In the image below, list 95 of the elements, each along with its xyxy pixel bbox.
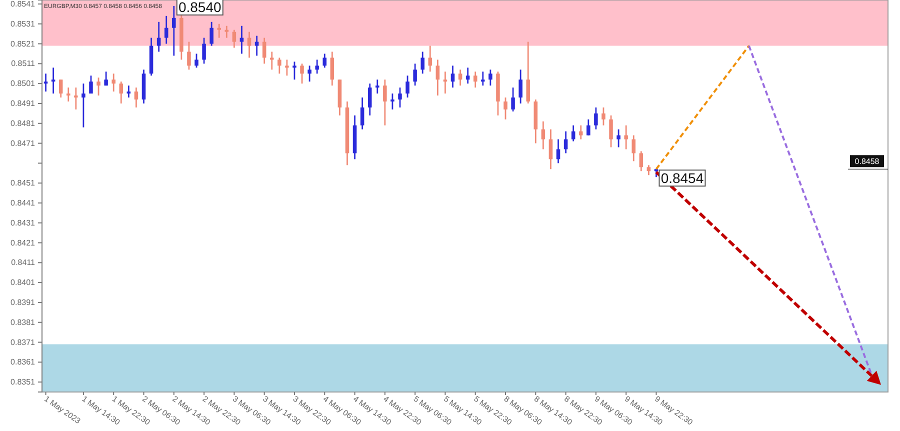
candlestick — [172, 5, 176, 56]
candlestick — [406, 74, 410, 98]
y-tick-label: 0.8391 — [10, 298, 36, 308]
y-tick-label: 0.8531 — [10, 19, 36, 28]
candlestick — [330, 51, 334, 86]
candlestick — [82, 82, 86, 128]
candlestick — [481, 70, 485, 86]
candlestick — [420, 51, 424, 74]
candlestick — [278, 57, 282, 74]
y-tick-label: 0.8351 — [10, 378, 36, 387]
x-tick-label: 1 May 2023 — [42, 394, 82, 426]
candlestick — [556, 138, 560, 164]
candlestick — [609, 114, 613, 148]
candlestick — [586, 118, 590, 136]
candlestick — [104, 70, 108, 86]
candlestick — [308, 64, 312, 82]
candlestick — [315, 58, 319, 74]
candlestick — [624, 124, 628, 150]
y-tick-label: 0.8421 — [10, 238, 36, 248]
candlestick — [217, 23, 221, 39]
candlestick — [518, 68, 522, 104]
y-tick-label: 0.8361 — [10, 358, 36, 367]
candlestick — [458, 68, 462, 86]
candlestick — [428, 45, 432, 72]
candlestick — [398, 86, 402, 108]
candlestick — [194, 53, 198, 68]
annotation: 0.8454 — [660, 170, 704, 186]
candlestick — [526, 41, 530, 104]
candlestick — [247, 31, 252, 58]
candlestick — [443, 70, 448, 94]
candlestick — [473, 70, 478, 88]
candlestick — [504, 96, 508, 120]
candlestick — [594, 106, 598, 130]
candlestick — [390, 92, 394, 110]
candlestick — [639, 150, 644, 172]
candlestick — [112, 72, 116, 92]
y-tick-label: 0.8401 — [10, 278, 36, 288]
candlestick — [202, 37, 206, 64]
candlestick — [224, 25, 229, 39]
y-tick-label: 0.8431 — [10, 218, 36, 228]
y-tick-label: 0.8451 — [10, 178, 36, 188]
candlestick — [51, 66, 56, 94]
candlestick — [466, 66, 470, 84]
y-tick-label: 0.8441 — [10, 198, 36, 208]
candlestick — [578, 124, 583, 140]
candlestick — [74, 86, 78, 110]
annotation: 0.8540 — [178, 0, 222, 15]
y-tick-label: 0.8411 — [11, 258, 36, 268]
y-tick-label: 0.8381 — [10, 318, 36, 327]
candlestick — [210, 21, 214, 46]
candlestick — [262, 37, 266, 64]
candlestick — [548, 128, 553, 170]
candlestick — [413, 62, 417, 86]
candlestick — [96, 76, 100, 96]
ref-line-label: 0.8458 — [854, 156, 880, 166]
candlestick — [285, 58, 289, 76]
candlestick — [126, 84, 131, 98]
candlestick — [232, 29, 236, 48]
candlestick — [602, 106, 606, 126]
candlestick — [187, 41, 191, 70]
candlestick — [44, 72, 48, 92]
y-tick-label: 0.8491 — [10, 99, 36, 108]
candlestick — [164, 15, 168, 44]
y-tick-label: 0.8471 — [10, 138, 36, 148]
candlestick — [450, 64, 455, 88]
candlestick — [488, 68, 492, 86]
candlestick — [375, 78, 380, 94]
y-tick-label: 0.8511 — [11, 59, 36, 68]
candlestick — [300, 62, 304, 84]
candlestick — [240, 25, 244, 54]
candlestick — [511, 86, 515, 112]
candlestick — [292, 60, 296, 80]
candlestick — [119, 80, 124, 104]
candlestick — [571, 124, 576, 142]
candlestick — [646, 164, 651, 176]
candlestick — [541, 120, 546, 150]
candlestick — [89, 74, 93, 94]
candlestick — [134, 86, 138, 108]
candlestick — [58, 78, 63, 98]
candlestick — [322, 53, 327, 68]
candlestick — [616, 128, 620, 148]
y-tick-label: 0.8521 — [10, 39, 36, 48]
y-tick-label: 0.8501 — [10, 79, 36, 88]
candlestick — [360, 96, 364, 130]
candlestick — [66, 86, 70, 102]
candlestick — [436, 58, 440, 96]
candlestick — [368, 82, 372, 116]
y-tick-label: 0.8371 — [10, 338, 36, 347]
y-tick-label: 0.8481 — [10, 118, 36, 128]
candlestick — [632, 134, 636, 162]
candlestick — [156, 21, 161, 52]
y-tick-label: 0.8541 — [10, 0, 36, 9]
candlestick — [254, 35, 259, 56]
candlestick — [383, 78, 387, 126]
candlestick — [270, 51, 274, 70]
